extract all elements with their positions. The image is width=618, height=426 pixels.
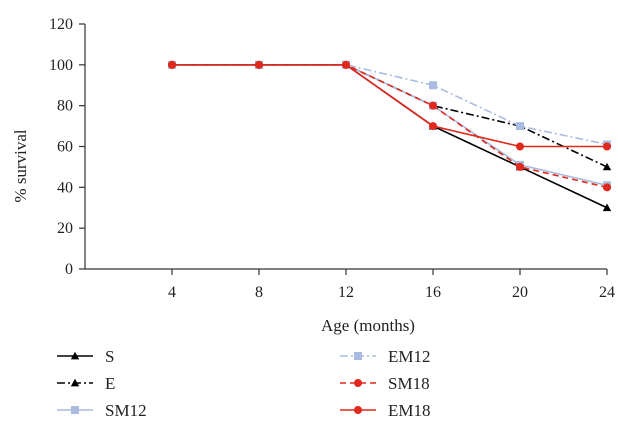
series-sm12 [168, 60, 611, 190]
y-tick-label: 0 [65, 261, 73, 278]
legend-marker [354, 379, 362, 387]
data-point [603, 183, 611, 192]
y-tick-label: 100 [49, 57, 73, 74]
series-layer [167, 60, 612, 212]
legend-marker [354, 406, 362, 414]
x-tick-label: 4 [168, 284, 176, 301]
y-tick-label: 80 [57, 98, 73, 115]
series-line [172, 64, 608, 189]
series-em18 [168, 60, 611, 151]
data-point [429, 101, 437, 110]
data-point [429, 122, 437, 131]
legend-item-sm18: SM18 [340, 374, 430, 393]
legend-marker [70, 351, 80, 360]
series-line [172, 64, 607, 148]
legend-label: S [105, 347, 114, 366]
data-point [429, 81, 437, 90]
series-em12 [168, 60, 611, 149]
legend-item-sm12: SM12 [57, 401, 147, 420]
series-line [172, 64, 608, 168]
series-s [167, 60, 612, 212]
x-axis-label: Age (months) [321, 316, 415, 335]
legend-item-e: E [57, 374, 115, 393]
x-tick-label: 20 [512, 284, 528, 301]
data-point [516, 122, 524, 131]
legend-item-s: S [57, 347, 114, 366]
legend-item-em18: EM18 [340, 401, 431, 420]
data-point [168, 60, 176, 69]
data-point [602, 203, 612, 212]
x-tick-label: 12 [338, 284, 354, 301]
series-line [172, 64, 608, 187]
legend-label: SM18 [388, 374, 430, 393]
data-point [516, 142, 524, 151]
y-tick-label: 40 [57, 179, 73, 196]
legend-label: EM12 [388, 347, 431, 366]
data-point [255, 60, 263, 69]
data-point [342, 60, 350, 69]
data-point [603, 142, 611, 151]
legend-label: EM18 [388, 401, 431, 420]
x-tick-label: 24 [599, 284, 615, 301]
series-e [167, 60, 612, 171]
legend-marker [354, 352, 362, 360]
y-tick-label: 120 [49, 16, 73, 33]
y-axis-label: % survival [11, 129, 30, 202]
series-line [172, 64, 608, 209]
axes: 0 20 40 60 80 100 120 4 8 12 16 20 24 [49, 16, 615, 301]
legend-item-em12: EM12 [340, 347, 431, 366]
data-point [516, 162, 524, 171]
y-tick-label: 20 [57, 220, 73, 237]
x-tick-label: 8 [255, 284, 263, 301]
series-sm18 [168, 60, 611, 192]
legend: SE SM12 EM12 SM18 EM18 [57, 347, 431, 420]
legend-marker [71, 406, 79, 414]
legend-marker [70, 378, 80, 387]
x-tick-label: 16 [425, 284, 441, 301]
legend-label: SM12 [105, 401, 147, 420]
legend-label: E [105, 374, 115, 393]
series-line [172, 64, 608, 146]
data-point [602, 162, 612, 171]
y-tick-label: 60 [57, 139, 73, 156]
